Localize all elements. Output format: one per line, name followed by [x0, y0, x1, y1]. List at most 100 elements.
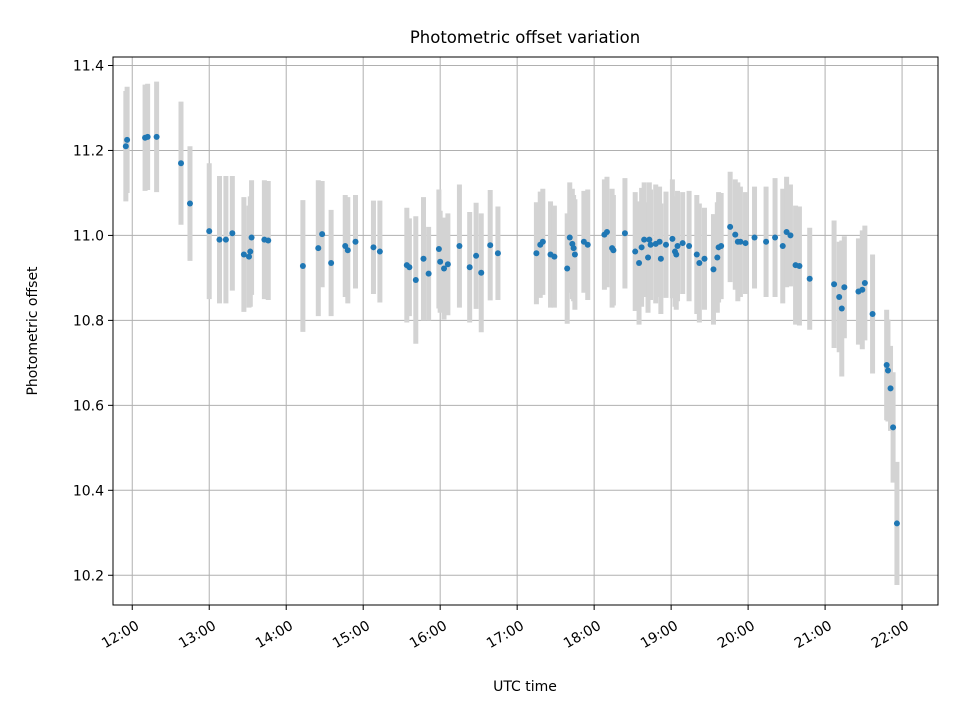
data-point: [621, 230, 628, 237]
data-point: [710, 266, 717, 273]
data-point: [869, 311, 876, 318]
data-point: [883, 361, 890, 368]
data-point: [216, 236, 223, 243]
data-point: [646, 236, 653, 243]
y-tick-label: 10.4: [73, 483, 104, 499]
data-point: [831, 281, 838, 288]
y-axis-label: Photometric offset: [25, 266, 41, 396]
data-point: [806, 275, 813, 282]
data-point: [657, 255, 664, 262]
data-point: [248, 234, 255, 241]
data-point: [435, 246, 442, 253]
data-point: [838, 305, 845, 312]
data-point: [240, 251, 247, 258]
data-point: [751, 234, 758, 241]
data-point: [742, 240, 749, 247]
data-point: [352, 238, 359, 245]
x-axis-label: UTC time: [493, 679, 557, 695]
data-point: [265, 237, 272, 244]
data-point: [779, 243, 786, 250]
data-point: [636, 260, 643, 267]
data-point: [696, 260, 703, 267]
data-point: [533, 250, 540, 257]
chart-title: Photometric offset variation: [410, 28, 640, 47]
data-point: [787, 232, 794, 239]
data-point: [669, 235, 676, 242]
data-point: [370, 244, 377, 251]
data-point: [229, 230, 236, 237]
y-tick-label: 11.0: [73, 228, 104, 244]
data-point: [884, 367, 891, 374]
data-point: [420, 255, 427, 262]
data-point: [551, 253, 558, 260]
data-point: [772, 234, 779, 241]
data-point: [727, 223, 734, 230]
data-point: [564, 265, 571, 272]
data-point: [887, 385, 894, 392]
data-point: [701, 255, 708, 262]
data-point: [246, 253, 253, 260]
data-point: [437, 258, 444, 265]
data-point: [570, 245, 577, 252]
data-point: [425, 270, 432, 277]
data-point: [319, 231, 326, 238]
data-point: [641, 236, 648, 243]
data-point: [674, 243, 681, 250]
data-point: [638, 244, 645, 251]
data-point: [153, 133, 160, 140]
data-point: [584, 241, 591, 248]
data-point: [299, 263, 306, 270]
data-point: [186, 200, 193, 207]
data-point: [763, 238, 770, 245]
data-point: [456, 243, 463, 250]
data-point: [441, 265, 448, 272]
data-point: [796, 263, 803, 270]
data-point: [124, 136, 131, 143]
data-point: [328, 260, 335, 267]
y-tick-label: 11.2: [73, 143, 104, 159]
data-point: [571, 251, 578, 258]
data-point: [662, 241, 669, 248]
data-point: [686, 243, 693, 250]
data-point: [836, 294, 843, 301]
data-point: [539, 238, 546, 245]
data-point: [859, 286, 866, 293]
data-point: [412, 277, 419, 284]
data-point: [656, 238, 663, 245]
y-tick-label: 11.4: [73, 58, 104, 74]
data-point: [890, 424, 897, 431]
data-point: [610, 247, 617, 254]
data-point: [673, 251, 680, 258]
data-point: [478, 269, 485, 276]
data-point: [466, 264, 473, 271]
data-point: [841, 284, 848, 291]
data-point: [406, 264, 413, 271]
data-point: [783, 229, 790, 236]
data-point: [494, 250, 501, 257]
y-tick-label: 10.2: [73, 568, 104, 584]
data-point: [737, 238, 744, 245]
data-point: [344, 247, 351, 254]
data-point: [566, 234, 573, 241]
y-axis-ticks: 10.2 10.4 10.6 10.8 11.0 11.2 11.4: [73, 58, 113, 584]
data-point: [645, 254, 652, 261]
data-point: [122, 143, 129, 150]
data-point: [693, 251, 700, 258]
data-point: [315, 245, 322, 252]
data-point: [861, 279, 868, 286]
data-point: [632, 248, 639, 255]
data-point: [487, 242, 494, 249]
data-point: [178, 160, 185, 167]
data-point: [714, 254, 721, 261]
data-points: [122, 133, 900, 527]
data-point: [206, 228, 213, 235]
data-point: [222, 236, 229, 243]
data-point: [473, 252, 480, 259]
data-point: [376, 248, 383, 255]
data-point: [247, 248, 254, 255]
data-point: [603, 229, 610, 236]
data-point: [732, 231, 739, 238]
y-tick-label: 10.6: [73, 398, 104, 414]
